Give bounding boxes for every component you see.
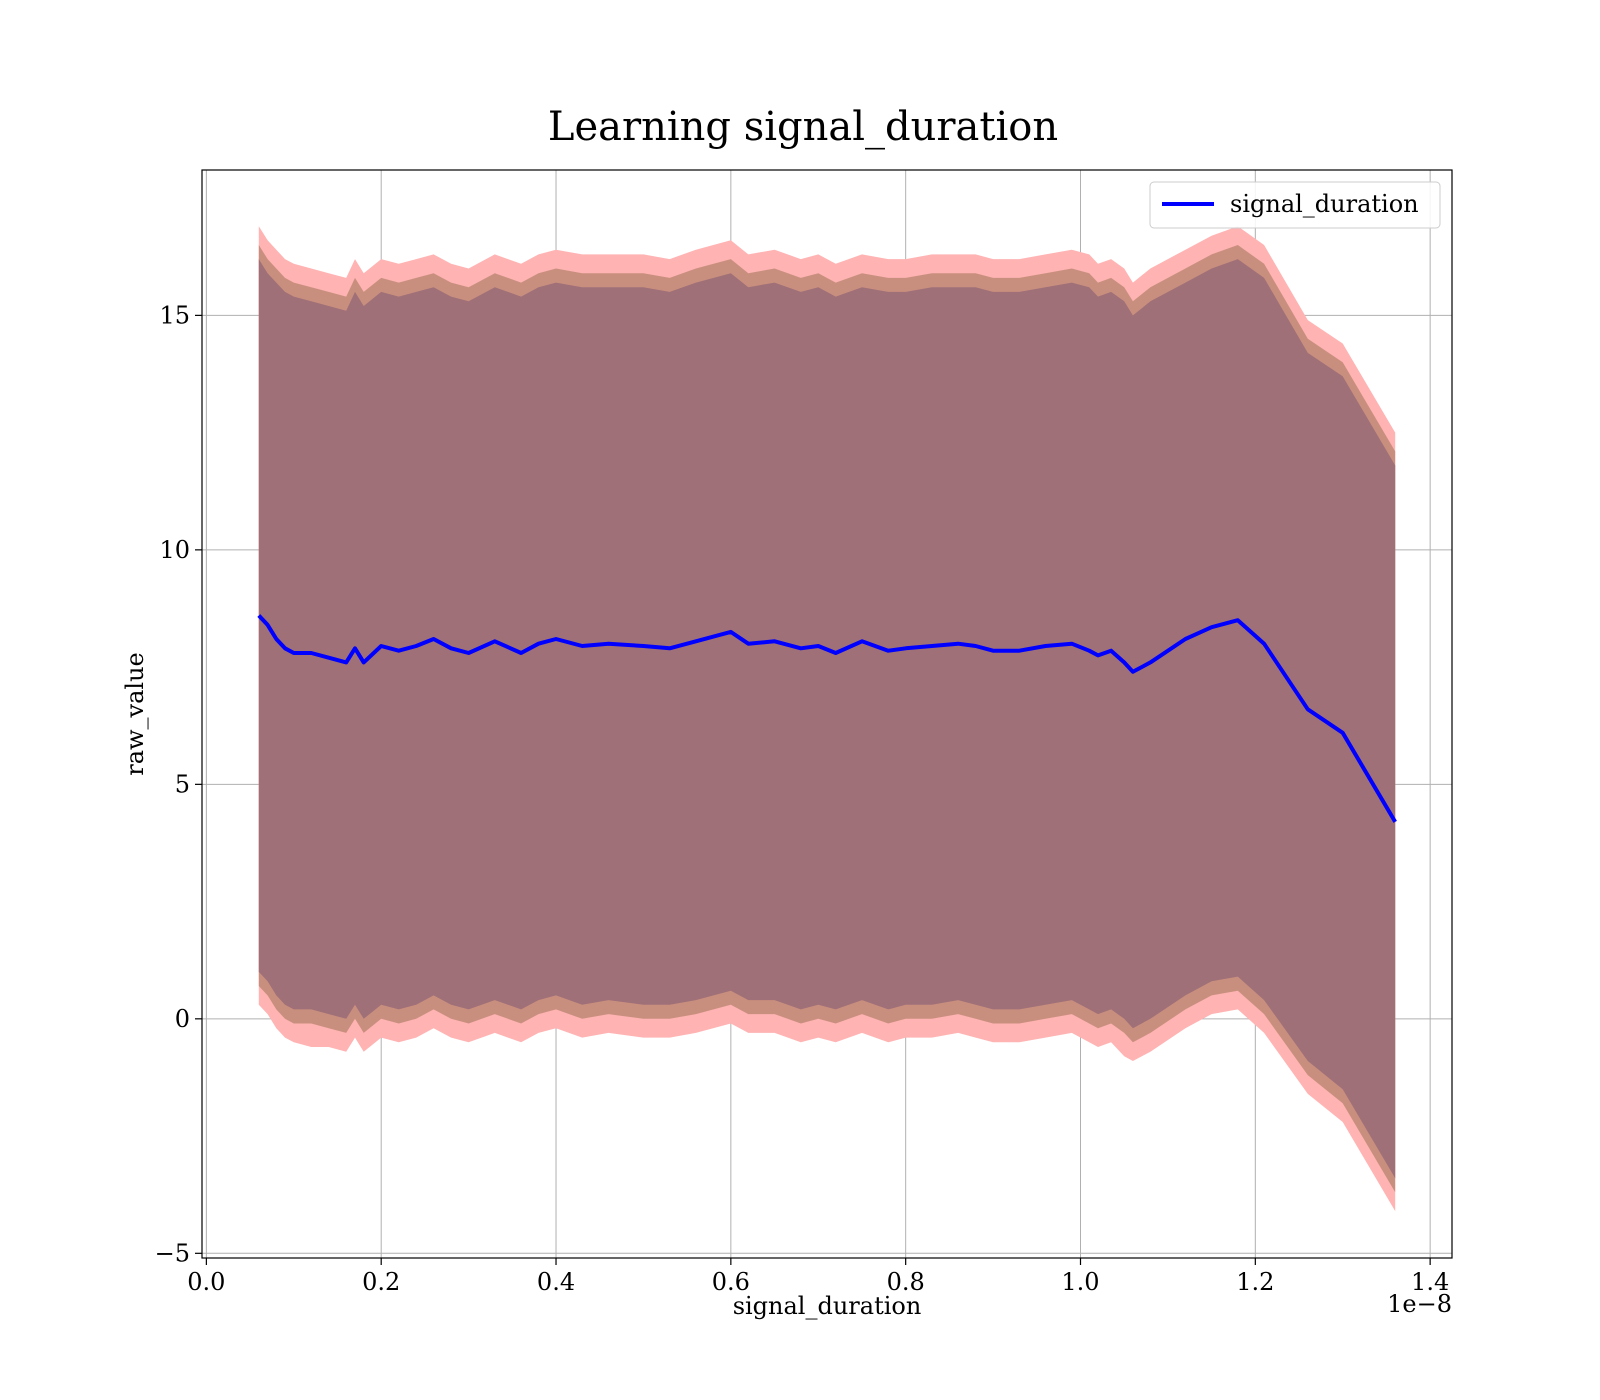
legend: signal_duration — [1149, 181, 1441, 229]
x-axis-label: signal_duration — [733, 1292, 922, 1320]
x-tick-label: 1.0 — [1061, 1268, 1099, 1296]
y-tick-label: 10 — [159, 536, 190, 564]
x-tick-label: 0.4 — [537, 1268, 575, 1296]
inner-confidence-band — [258, 259, 1396, 1179]
y-tick-label: 0 — [175, 1005, 190, 1033]
x-axis-offset-label: 1e−8 — [1387, 1290, 1452, 1318]
x-tick-label: 0.8 — [887, 1268, 925, 1296]
y-tick-label: −5 — [155, 1239, 190, 1267]
y-tick-label: 15 — [159, 301, 190, 329]
legend-box — [1149, 181, 1441, 229]
x-tick-label: 1.4 — [1411, 1268, 1449, 1296]
y-tick-label: 5 — [175, 770, 190, 798]
legend-label-signal-duration: signal_duration — [1230, 190, 1419, 218]
series-lines — [257, 614, 1397, 823]
x-axis-ticks: 0.0 0.2 0.4 0.6 0.8 1.0 1.2 1.4 — [187, 1258, 1449, 1296]
confidence-bands — [258, 226, 1396, 1212]
y-axis-ticks: −5 0 5 10 15 — [155, 301, 202, 1267]
x-tick-label: 1.2 — [1236, 1268, 1274, 1296]
series-line-signal-duration — [257, 614, 1397, 823]
y-axis-label: raw_value — [121, 652, 149, 776]
x-tick-label: 0.0 — [187, 1268, 225, 1296]
chart-title: Learning signal_duration — [548, 104, 1058, 150]
x-tick-label: 0.2 — [362, 1268, 400, 1296]
x-tick-label: 0.6 — [712, 1268, 750, 1296]
plot-area-frame — [201, 169, 1453, 1259]
